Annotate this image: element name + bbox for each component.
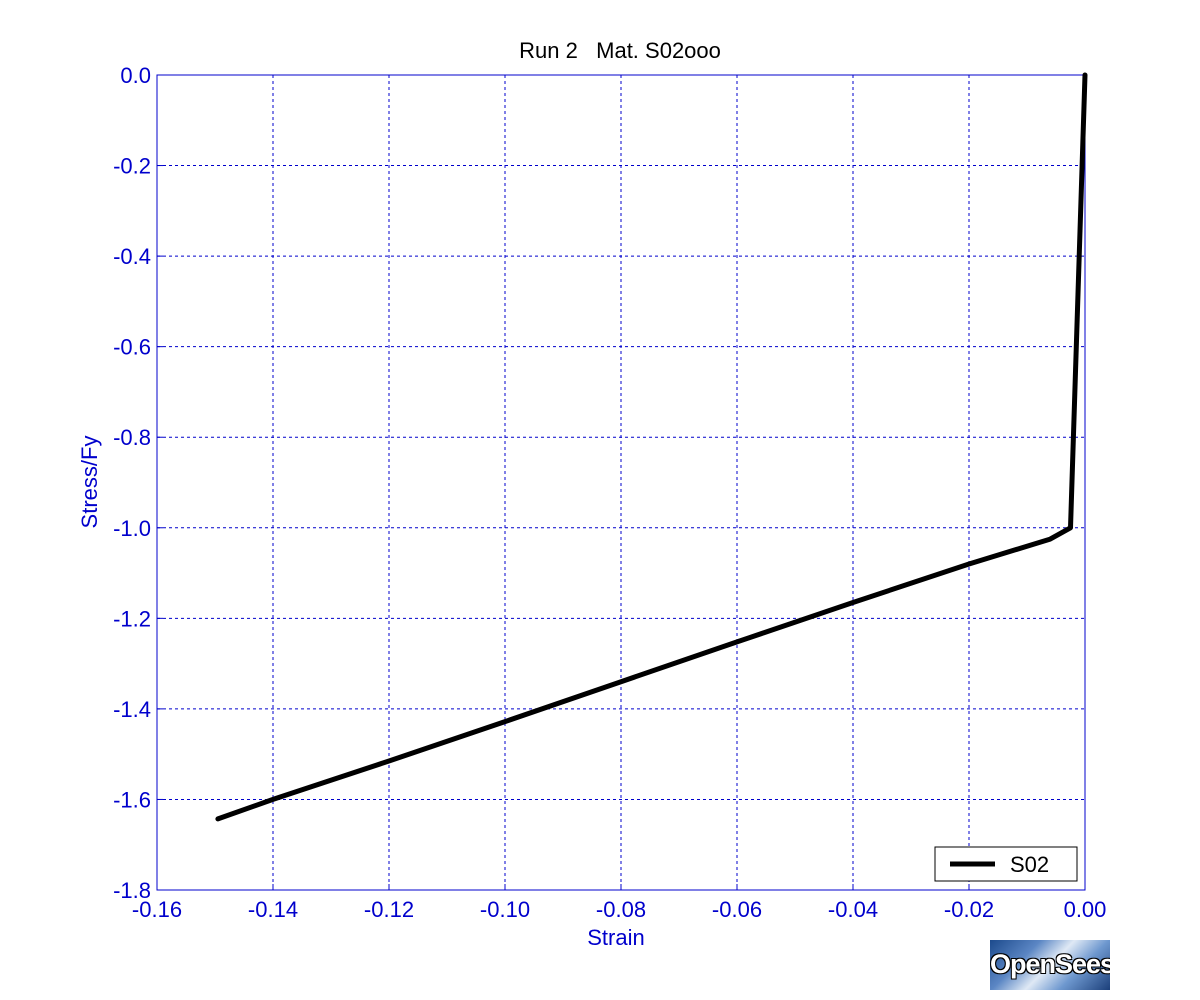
y-tick-label: -1.4 bbox=[113, 697, 151, 722]
x-tick-label: -0.08 bbox=[596, 897, 646, 922]
opensees-logo: OpenSees bbox=[990, 940, 1110, 990]
y-tick-label: 0.0 bbox=[120, 63, 151, 88]
logo-text: OpenSees bbox=[990, 949, 1110, 979]
y-axis-ticks: 0.0 -0.2 -0.4 -0.6 -0.8 -1.0 -1.2 -1.4 -1.6 -1.8 bbox=[113, 63, 163, 903]
series-line-s02 bbox=[215, 72, 1088, 822]
y-tick-label: -1.6 bbox=[113, 787, 151, 812]
y-tick-label: -0.4 bbox=[113, 244, 151, 269]
y-tick-label: -0.6 bbox=[113, 335, 151, 360]
x-tick-label: -0.14 bbox=[248, 897, 298, 922]
x-tick-label: 0.00 bbox=[1064, 897, 1107, 922]
x-tick-label: -0.16 bbox=[132, 897, 182, 922]
x-tick-label: -0.06 bbox=[712, 897, 762, 922]
y-tick-label: -1.2 bbox=[113, 606, 151, 631]
legend-label-s02: S02 bbox=[1010, 852, 1049, 877]
x-tick-label: -0.04 bbox=[828, 897, 878, 922]
x-axis-ticks: -0.16 -0.14 -0.12 -0.10 -0.08 -0.06 -0.04 -0.02… bbox=[132, 884, 1106, 922]
x-tick-label: -0.12 bbox=[364, 897, 414, 922]
x-tick-label: -0.02 bbox=[944, 897, 994, 922]
y-tick-label: -1.0 bbox=[113, 516, 151, 541]
grid bbox=[156, 74, 1086, 891]
x-axis-label: Strain bbox=[587, 925, 644, 950]
chart-title: Run 2 Mat. S02ooo bbox=[519, 38, 721, 63]
y-tick-label: -1.8 bbox=[113, 878, 151, 903]
legend: S02 bbox=[934, 846, 1078, 882]
y-tick-label: -0.2 bbox=[113, 154, 151, 179]
y-tick-label: -0.8 bbox=[113, 425, 151, 450]
y-axis-label: Stress/Fy bbox=[77, 436, 102, 529]
x-tick-label: -0.10 bbox=[480, 897, 530, 922]
